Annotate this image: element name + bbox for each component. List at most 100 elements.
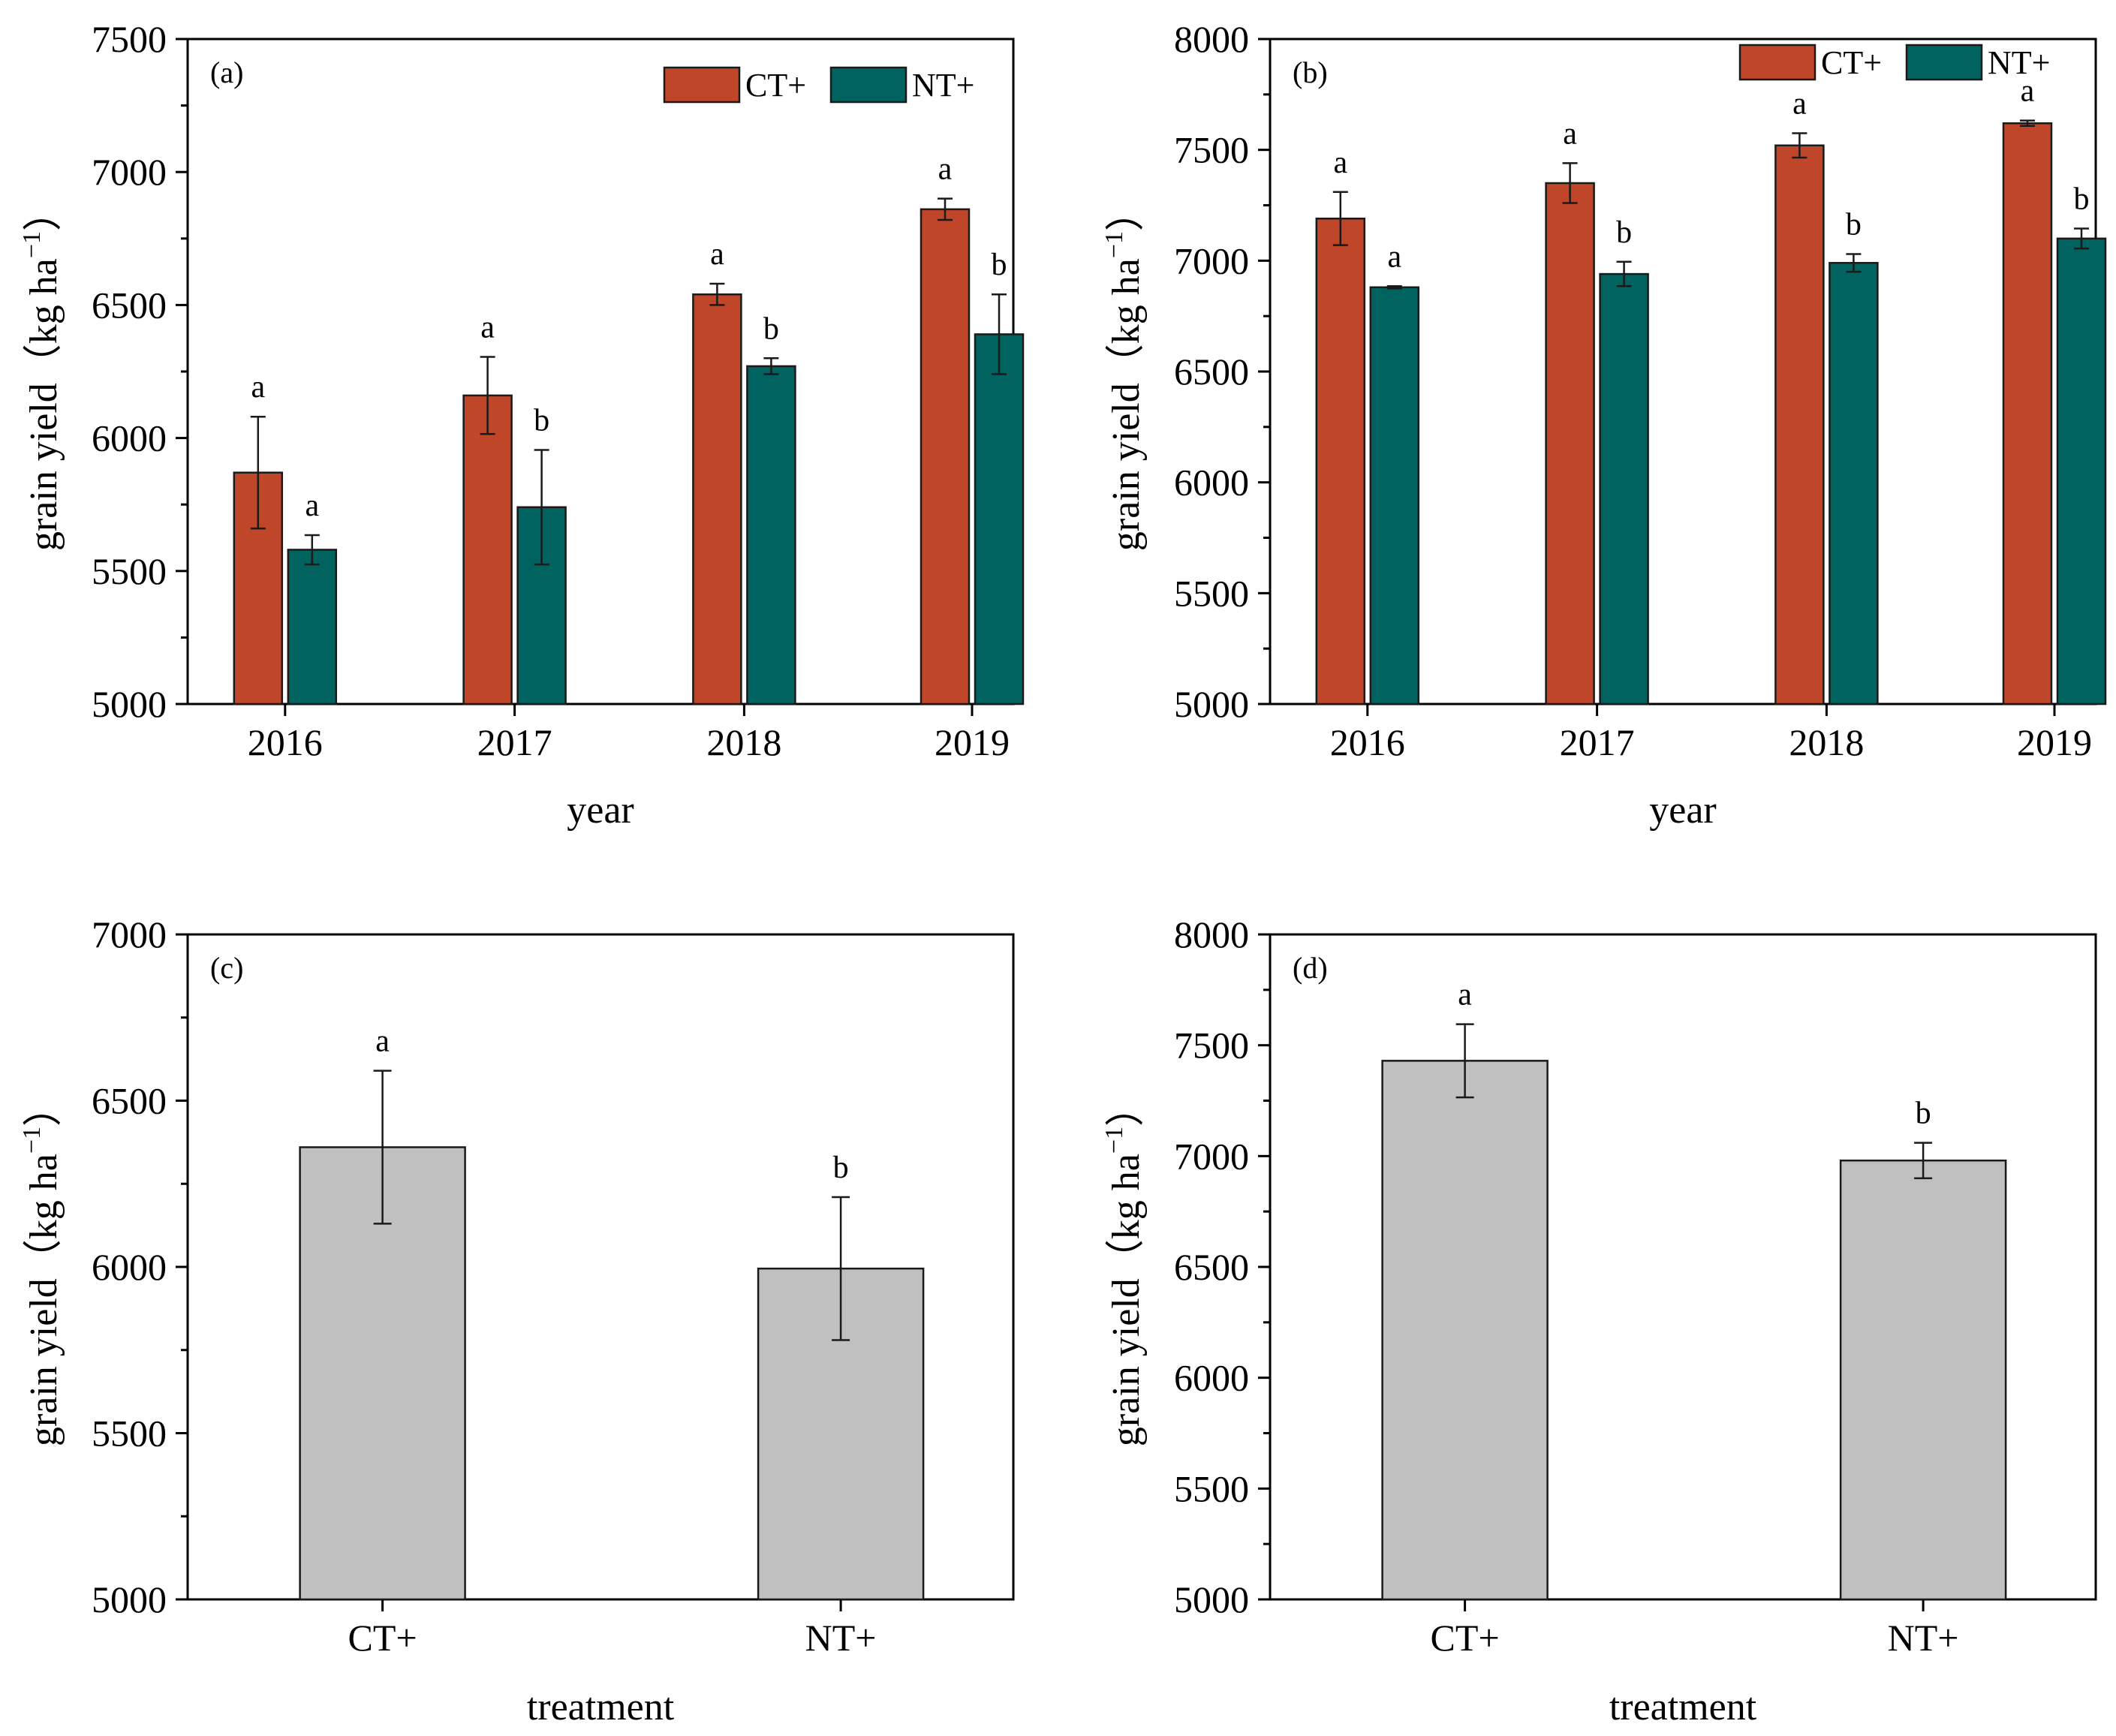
bar: [746, 365, 796, 706]
y-tick-label: 6000: [1174, 1357, 1249, 1399]
x-tick-label: 2019: [2017, 721, 2092, 763]
y-tick-label: 5000: [1174, 1578, 1249, 1620]
significance-letter: a: [1387, 239, 1401, 274]
y-axis-title-close: ）: [23, 192, 65, 231]
x-tick-label: CT+: [1431, 1617, 1500, 1659]
panel-d: 5000 5500 6000 6500 7000 7500 8000 CT+ a NT+ b (d) t…: [1100, 913, 2097, 1728]
y-tick-label: 7000: [92, 913, 167, 955]
significance-letter: b: [2074, 182, 2090, 217]
significance-letter: b: [1916, 1097, 1931, 1131]
panel-c: 5000 5500 6000 6500 7000 CT+ a NT+ b (c) treatment…: [18, 913, 1015, 1728]
x-tick-label: 2018: [1789, 721, 1864, 763]
x-tick-label: NT+: [1888, 1617, 1959, 1659]
bar: [1545, 182, 1595, 706]
y-tick-label: 8000: [1174, 18, 1249, 60]
x-axis-title: year: [1649, 789, 1716, 832]
bar: [287, 549, 338, 706]
bar: [1381, 1060, 1549, 1601]
legend-swatch: [663, 66, 741, 104]
y-tick-label: 6500: [1174, 351, 1249, 393]
bar: [1599, 272, 1649, 706]
x-tick-label: 2017: [1560, 721, 1635, 763]
y-tick-label: 7500: [1174, 129, 1249, 171]
y-tick-label: 6000: [92, 417, 167, 459]
x-tick-label: NT+: [805, 1617, 877, 1659]
y-axis-title-superscript: −1: [18, 1127, 46, 1154]
y-tick-label: 7000: [1174, 1135, 1249, 1177]
significance-letter: b: [833, 1151, 849, 1185]
significance-letter: a: [710, 237, 724, 272]
significance-letter: a: [305, 489, 319, 523]
panel-label: (d): [1293, 951, 1328, 985]
y-tick-label: 6500: [92, 1080, 167, 1122]
y-axis-title: grain yield（kg ha−1）: [18, 192, 65, 551]
panel-a: 5000 5500 6000 6500 7000 7500 2016 a a 2017 a b 2018…: [18, 18, 1025, 832]
y-tick-label: 7000: [92, 151, 167, 193]
x-tick-label: 2018: [706, 721, 781, 763]
bar: [1369, 286, 1420, 706]
x-axis-title: treatment: [1609, 1686, 1757, 1728]
significance-letter: a: [1458, 978, 1472, 1012]
significance-letter: a: [1792, 87, 1807, 122]
x-tick-label: 2016: [248, 721, 323, 763]
significance-letter: b: [534, 404, 549, 438]
y-axis-title-close: ）: [1105, 1088, 1148, 1127]
y-tick-label: 8000: [1174, 913, 1249, 955]
bar: [462, 394, 513, 706]
y-tick-label: 5500: [92, 550, 167, 592]
significance-letter: b: [763, 311, 779, 346]
significance-letter: a: [375, 1024, 390, 1059]
significance-letter: b: [1616, 215, 1632, 250]
panel-label: (c): [210, 951, 243, 985]
y-tick-label: 5000: [92, 683, 167, 725]
significance-letter: a: [1333, 146, 1347, 180]
significance-letter: a: [938, 152, 953, 187]
panel-b: 5000 5500 6000 6500 7000 7500 8000 2016 a a 2017 a b…: [1100, 18, 2107, 832]
x-tick-label: 2016: [1330, 721, 1405, 763]
legend-swatch: [829, 66, 908, 104]
panel-label: (a): [210, 56, 243, 89]
y-axis-title-close: ）: [1105, 192, 1148, 231]
y-tick-label: 6500: [1174, 1246, 1249, 1288]
y-tick-label: 6000: [1174, 462, 1249, 504]
y-axis-title-text: grain yield（kg ha: [1105, 1154, 1148, 1446]
x-axis-title: year: [567, 789, 634, 832]
bar: [2002, 122, 2053, 706]
bar: [1839, 1159, 2007, 1601]
significance-letter: a: [2021, 74, 2035, 109]
bar: [1829, 262, 1879, 706]
y-tick-label: 5000: [1174, 683, 1249, 725]
bar: [1315, 217, 1366, 706]
legend-label: CT+: [745, 67, 806, 104]
bar: [2056, 237, 2107, 706]
significance-letter: b: [1846, 207, 1862, 242]
bar: [920, 208, 971, 706]
y-tick-label: 6000: [92, 1246, 167, 1288]
significance-letter: a: [251, 370, 265, 405]
y-tick-label: 5500: [92, 1413, 167, 1455]
y-axis-title-superscript: −1: [18, 231, 46, 258]
y-axis-title-superscript: −1: [1100, 231, 1128, 258]
x-tick-label: CT+: [348, 1617, 417, 1659]
x-axis-title: treatment: [527, 1686, 675, 1728]
y-tick-label: 5000: [92, 1578, 167, 1620]
x-tick-label: 2017: [477, 721, 552, 763]
significance-letter: b: [992, 248, 1007, 282]
y-axis-title-text: grain yield（kg ha: [23, 258, 65, 551]
y-tick-label: 6500: [92, 284, 167, 326]
y-tick-label: 5500: [1174, 572, 1249, 614]
y-axis-title-text: grain yield（kg ha: [23, 1154, 65, 1446]
y-axis-title-text: grain yield（kg ha: [1105, 258, 1148, 551]
legend-label: CT+: [1821, 44, 1882, 81]
significance-letter: a: [480, 311, 495, 345]
bar: [1774, 144, 1825, 706]
y-axis-title: grain yield（kg ha−1）: [18, 1088, 65, 1446]
bar: [692, 293, 742, 706]
y-tick-label: 5500: [1174, 1467, 1249, 1509]
legend-swatch: [1738, 44, 1817, 81]
y-tick-label: 7000: [1174, 239, 1249, 281]
significance-letter: a: [1563, 116, 1577, 151]
legend-label: NT+: [1988, 44, 2050, 81]
bar: [974, 333, 1025, 706]
